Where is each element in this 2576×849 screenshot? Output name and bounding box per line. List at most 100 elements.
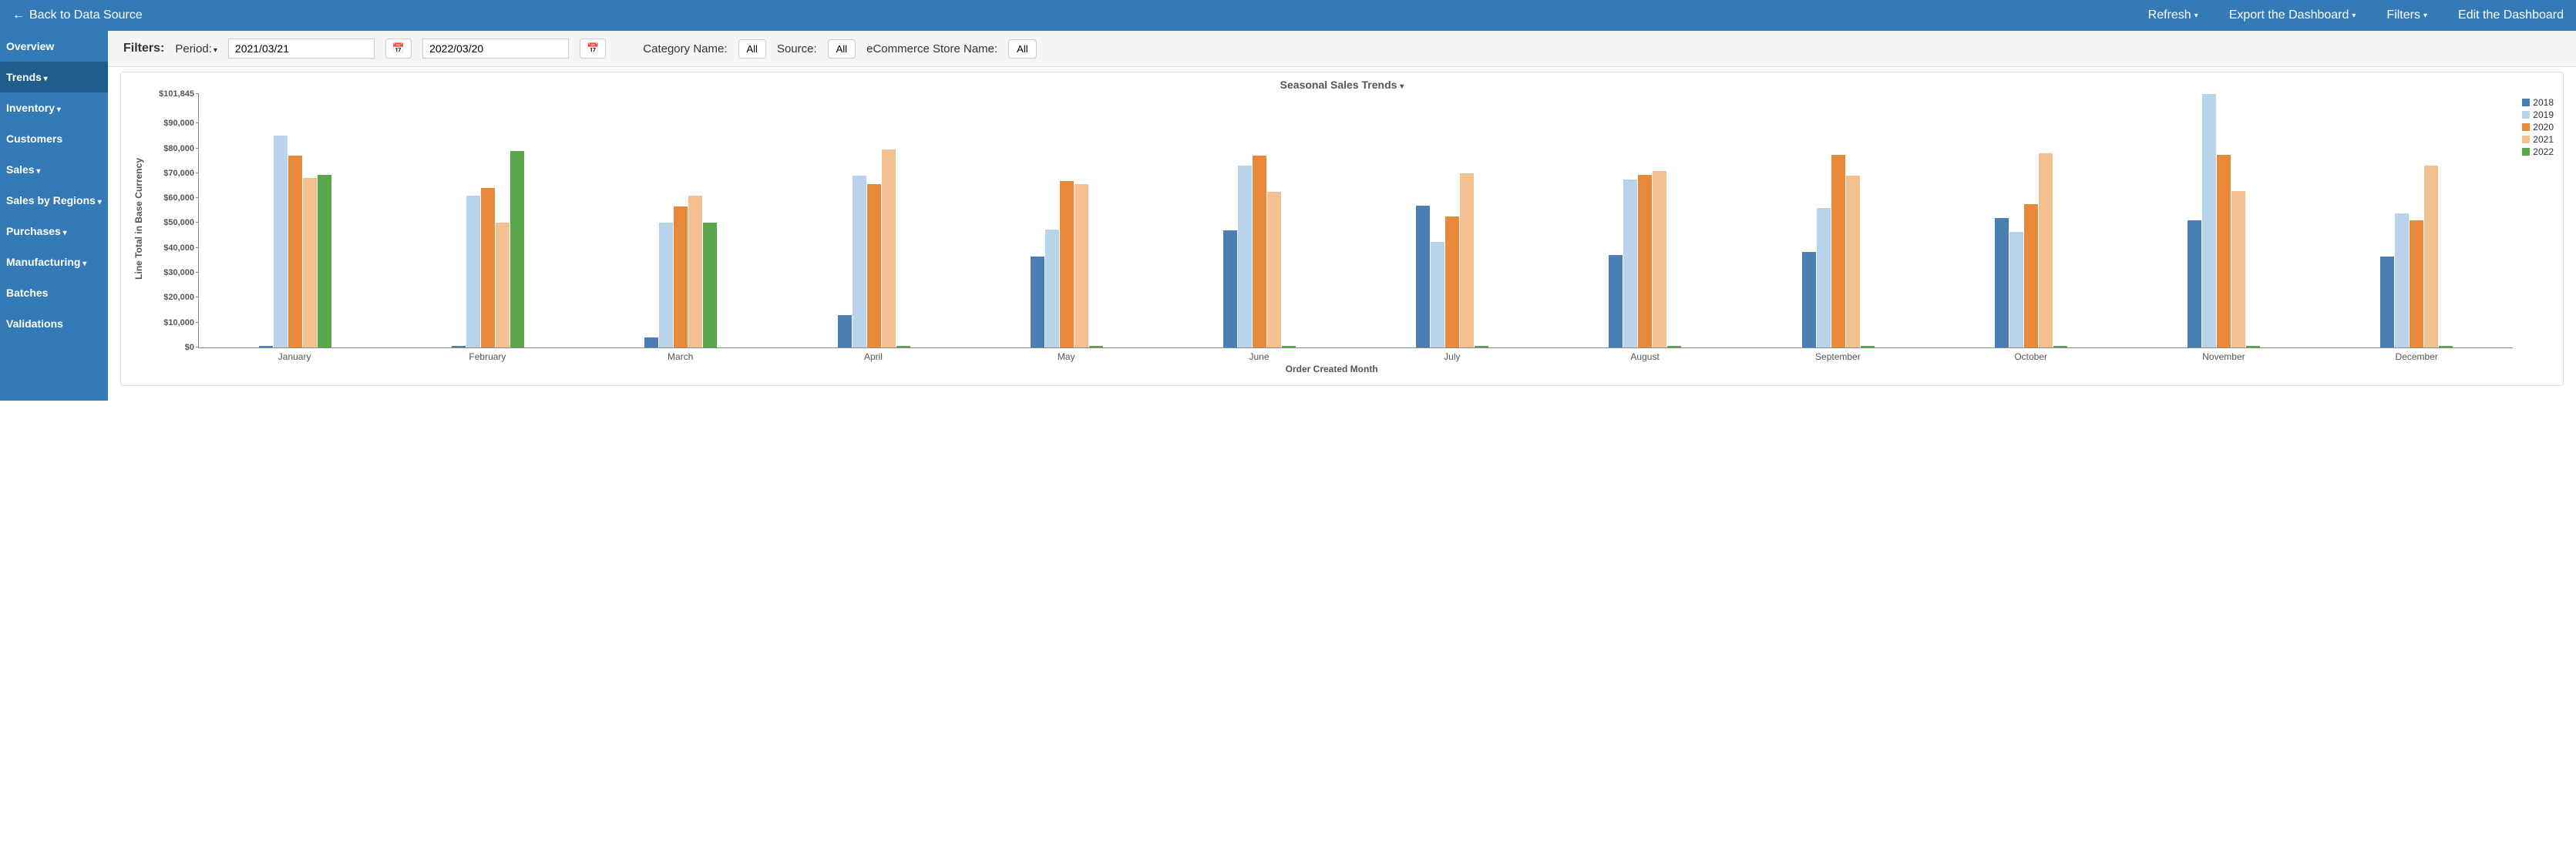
- bar[interactable]: [853, 176, 866, 347]
- bar[interactable]: [1802, 252, 1816, 347]
- store-filter-button[interactable]: All: [1008, 39, 1036, 59]
- sidebar-item-sales-by-regions[interactable]: Sales by Regions: [0, 185, 108, 216]
- sidebar-item-customers[interactable]: Customers: [0, 123, 108, 154]
- chevron-down-icon: ▾: [1400, 82, 1404, 91]
- bar[interactable]: [481, 188, 495, 347]
- legend-item[interactable]: 2020: [2522, 122, 2554, 133]
- bar[interactable]: [1638, 175, 1652, 348]
- bar[interactable]: [1089, 346, 1103, 347]
- bar[interactable]: [2246, 346, 2260, 347]
- bar[interactable]: [466, 196, 480, 347]
- filters-button[interactable]: Filters: [2386, 8, 2427, 22]
- edit-dashboard-button[interactable]: Edit the Dashboard: [2458, 8, 2564, 22]
- bar[interactable]: [1445, 216, 1459, 347]
- bar[interactable]: [838, 315, 852, 347]
- bar[interactable]: [2202, 94, 2216, 347]
- legend-item[interactable]: 2022: [2522, 146, 2554, 157]
- legend-swatch-icon: [2522, 123, 2530, 131]
- bar[interactable]: [882, 149, 896, 347]
- bar[interactable]: [1846, 176, 1860, 347]
- category-label: Category Name:: [643, 42, 727, 55]
- back-to-source-link[interactable]: ← Back to Data Source: [12, 8, 143, 22]
- source-label: Source:: [777, 42, 817, 55]
- sidebar-item-overview[interactable]: Overview: [0, 31, 108, 62]
- bar[interactable]: [1267, 192, 1281, 347]
- bar[interactable]: [318, 175, 331, 348]
- date-from-input[interactable]: [228, 39, 375, 59]
- bar[interactable]: [1416, 206, 1430, 347]
- bar[interactable]: [1238, 166, 1252, 347]
- bar[interactable]: [2410, 220, 2423, 347]
- x-tick-label: January: [198, 348, 391, 362]
- date-to-input[interactable]: [422, 39, 569, 59]
- period-dropdown[interactable]: Period:: [175, 42, 217, 55]
- legend-item[interactable]: 2021: [2522, 134, 2554, 145]
- bar[interactable]: [496, 223, 509, 347]
- sidebar-item-batches[interactable]: Batches: [0, 277, 108, 308]
- sidebar-item-purchases[interactable]: Purchases: [0, 216, 108, 247]
- sidebar-item-sales[interactable]: Sales: [0, 154, 108, 185]
- bar[interactable]: [896, 346, 910, 347]
- bar[interactable]: [2231, 191, 2245, 348]
- bar[interactable]: [2053, 346, 2067, 347]
- bar[interactable]: [1282, 346, 1296, 347]
- sidebar-item-trends[interactable]: Trends: [0, 62, 108, 92]
- bar[interactable]: [1223, 230, 1237, 347]
- bar[interactable]: [1995, 218, 2009, 347]
- x-axis-labels: JanuaryFebruaryMarchAprilMayJuneJulyAugu…: [198, 348, 2513, 362]
- chart-title[interactable]: Seasonal Sales Trends ▾: [130, 79, 2554, 91]
- month-group: [1549, 94, 1741, 347]
- bar[interactable]: [259, 346, 273, 347]
- bar[interactable]: [674, 206, 688, 347]
- legend-item[interactable]: 2019: [2522, 109, 2554, 120]
- bar[interactable]: [2439, 346, 2453, 347]
- sidebar-item-validations[interactable]: Validations: [0, 308, 108, 339]
- bar[interactable]: [1817, 208, 1831, 347]
- bar[interactable]: [1609, 255, 1623, 347]
- bar[interactable]: [2424, 166, 2438, 347]
- date-from-calendar-icon[interactable]: 📅: [385, 39, 412, 59]
- bar[interactable]: [2188, 220, 2201, 347]
- bar[interactable]: [452, 346, 466, 347]
- bar[interactable]: [1623, 180, 1637, 347]
- bar[interactable]: [2395, 213, 2409, 347]
- month-group: [1742, 94, 1935, 347]
- bar[interactable]: [1475, 346, 1488, 347]
- bar[interactable]: [1045, 230, 1059, 347]
- bar[interactable]: [2380, 257, 2394, 347]
- bar[interactable]: [1031, 257, 1044, 347]
- bar[interactable]: [703, 223, 717, 347]
- bar[interactable]: [2024, 204, 2038, 347]
- bar[interactable]: [274, 136, 288, 347]
- export-dashboard-button[interactable]: Export the Dashboard: [2229, 8, 2356, 22]
- bar[interactable]: [510, 151, 524, 347]
- bar[interactable]: [688, 196, 702, 347]
- bar[interactable]: [2009, 232, 2023, 347]
- legend-item[interactable]: 2018: [2522, 97, 2554, 108]
- source-filter-button[interactable]: All: [828, 39, 856, 59]
- bar[interactable]: [1060, 181, 1074, 347]
- bar[interactable]: [1667, 346, 1681, 347]
- bar[interactable]: [1460, 173, 1474, 347]
- bar[interactable]: [1653, 171, 1666, 347]
- bar[interactable]: [2217, 155, 2231, 347]
- bar[interactable]: [288, 156, 302, 347]
- bar[interactable]: [659, 223, 673, 347]
- refresh-button[interactable]: Refresh: [2148, 8, 2198, 22]
- bar[interactable]: [1253, 156, 1266, 347]
- date-to-calendar-icon[interactable]: 📅: [580, 39, 606, 59]
- legend-swatch-icon: [2522, 111, 2530, 119]
- bar[interactable]: [2039, 153, 2053, 347]
- bar[interactable]: [1831, 155, 1845, 347]
- bar[interactable]: [303, 178, 317, 347]
- sidebar-item-manufacturing[interactable]: Manufacturing: [0, 247, 108, 277]
- bar[interactable]: [1074, 184, 1088, 347]
- category-filter-button[interactable]: All: [738, 39, 766, 59]
- legend-label: 2019: [2533, 109, 2554, 120]
- bar[interactable]: [1861, 346, 1875, 347]
- bar[interactable]: [1431, 242, 1444, 347]
- x-tick-label: April: [777, 348, 970, 362]
- bar[interactable]: [867, 184, 881, 347]
- sidebar-item-inventory[interactable]: Inventory: [0, 92, 108, 123]
- bar[interactable]: [644, 337, 658, 347]
